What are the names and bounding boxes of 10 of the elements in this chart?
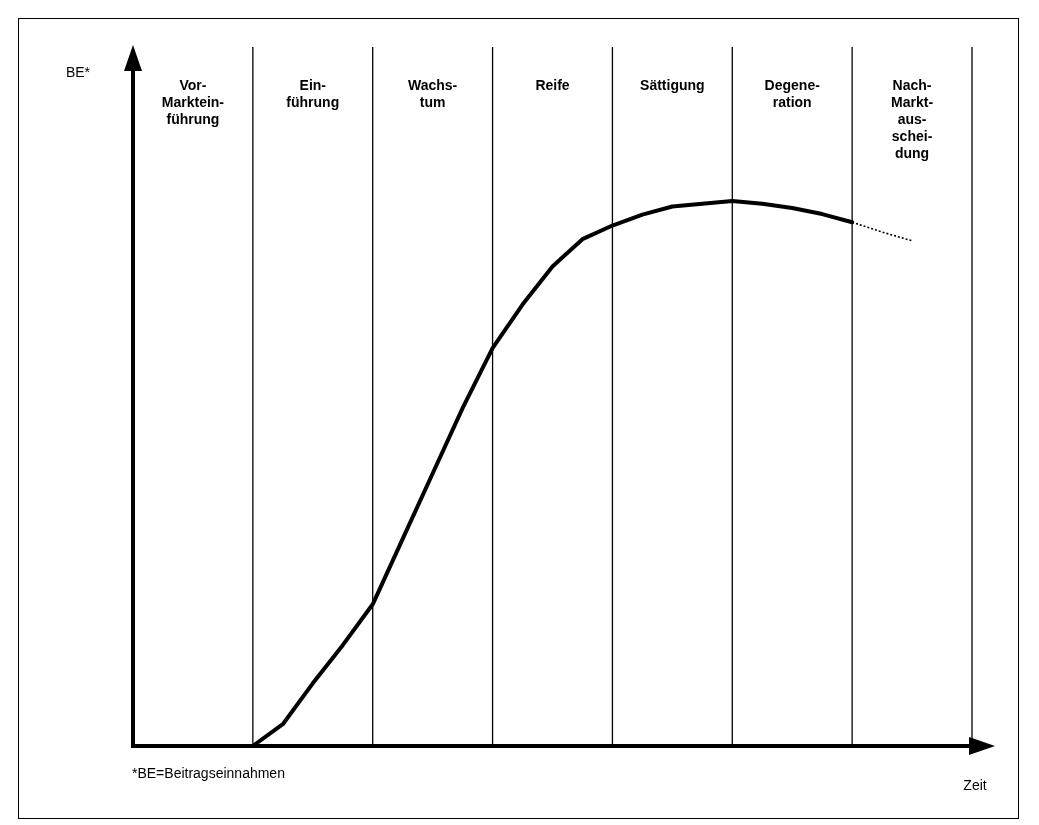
x-tick-label: Wachs- tum <box>408 77 458 110</box>
x-axis-title: Zeit <box>963 777 987 793</box>
x-tick-label: Degene- ration <box>764 77 821 110</box>
y-axis-title: BE* <box>65 64 91 80</box>
x-tick-label: Reife <box>535 77 570 93</box>
text: *BE=Beitragseinnahmen <box>132 765 285 781</box>
x-tick-label: Nach- Markt- aus- schei- dung <box>891 77 934 161</box>
x-tick-label: Vor- Marktein- führung <box>161 77 225 127</box>
x-tick-label: Sättigung <box>640 77 705 93</box>
x-tick-label: Ein- führung <box>286 77 340 110</box>
